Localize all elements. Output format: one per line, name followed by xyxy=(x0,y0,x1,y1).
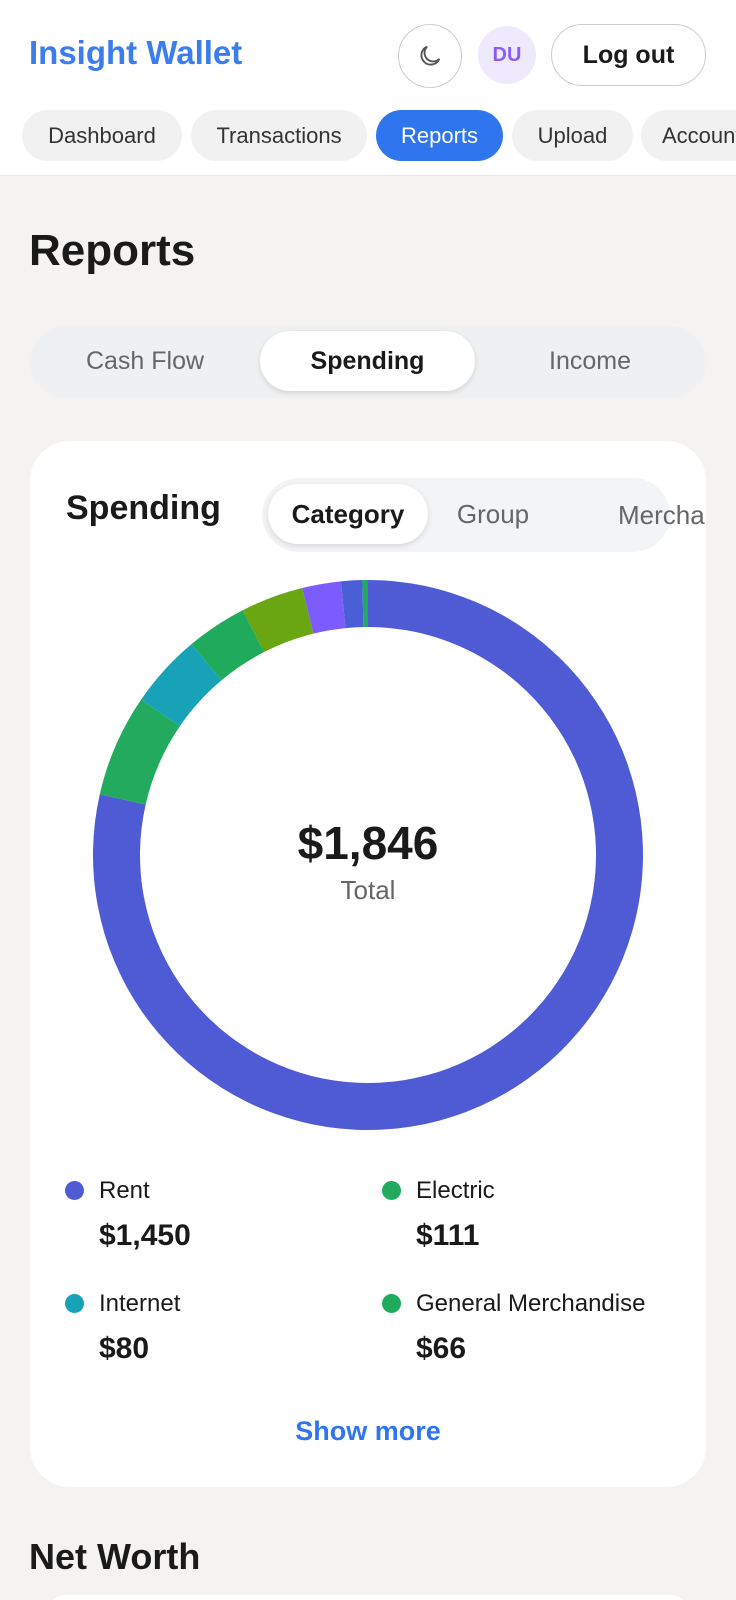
legend-dot xyxy=(382,1181,401,1200)
theme-toggle[interactable] xyxy=(398,24,462,88)
card-tab[interactable]: Merchant xyxy=(618,500,706,530)
legend: Rent $1,450 Electric $111 Internet $80 General… xyxy=(30,441,706,1401)
donut-segment xyxy=(340,580,364,629)
legend-value: $80 xyxy=(99,1332,150,1365)
card-tab[interactable]: Group xyxy=(456,498,530,529)
report-tab-active[interactable]: Spending xyxy=(260,331,475,391)
report-tab[interactable]: Income xyxy=(549,346,631,375)
donut-chart xyxy=(93,580,644,1130)
donut-center-label: Total xyxy=(340,875,396,905)
logout-button[interactable]: Log out xyxy=(551,24,706,86)
page-title: Reports xyxy=(29,226,196,275)
nav-tab-active[interactable]: Reports xyxy=(376,110,503,161)
report-tabs: Cash Flow Spending Income xyxy=(30,326,706,398)
legend-value: $66 xyxy=(416,1332,467,1365)
donut-segment xyxy=(242,587,314,653)
donut-segment xyxy=(302,581,346,634)
moon-icon xyxy=(420,45,441,66)
donut-segment xyxy=(141,644,222,727)
legend-value: $1,450 xyxy=(99,1219,191,1252)
legend-label: Rent xyxy=(99,1177,150,1204)
nav-tab[interactable]: Upload xyxy=(512,110,633,161)
show-more[interactable]: Show more xyxy=(295,1416,441,1446)
legend-dot xyxy=(65,1181,84,1200)
header: Insight Wallet DU Log out Dashboard Tran… xyxy=(0,0,736,176)
nav-tab[interactable]: Dashboard xyxy=(22,110,182,161)
card-tabs: Category Group Merchant xyxy=(262,478,706,552)
avatar[interactable]: DU xyxy=(478,26,536,84)
nav-tab[interactable]: Accounts xyxy=(641,110,736,161)
legend-dot xyxy=(382,1294,401,1313)
legend-dot xyxy=(65,1294,84,1313)
donut-segment xyxy=(362,580,368,628)
report-tab[interactable]: Cash Flow xyxy=(85,346,205,375)
net-worth-card xyxy=(46,1595,690,1600)
nav-tab[interactable]: Transactions xyxy=(191,110,367,161)
legend-label: Internet xyxy=(99,1290,181,1317)
legend-label: Electric xyxy=(416,1177,495,1204)
spending-card: Spending Category Group Merchant $1,846 … xyxy=(30,441,706,1487)
legend-label: General Merchandise xyxy=(416,1290,646,1317)
legend-value: $111 xyxy=(416,1219,480,1252)
card-title: Spending xyxy=(66,489,221,527)
brand: Insight Wallet xyxy=(29,34,243,71)
section-title: Net Worth xyxy=(29,1536,201,1577)
donut-total: $1,846 xyxy=(297,817,439,869)
donut-segment xyxy=(99,699,180,805)
donut-segment xyxy=(191,610,265,681)
card-tab-active[interactable]: Category xyxy=(268,484,428,544)
